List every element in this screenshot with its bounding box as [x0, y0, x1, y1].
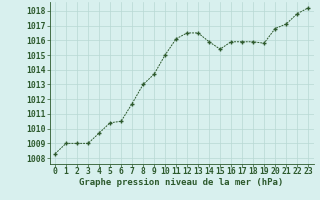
X-axis label: Graphe pression niveau de la mer (hPa): Graphe pression niveau de la mer (hPa) [79, 178, 284, 187]
